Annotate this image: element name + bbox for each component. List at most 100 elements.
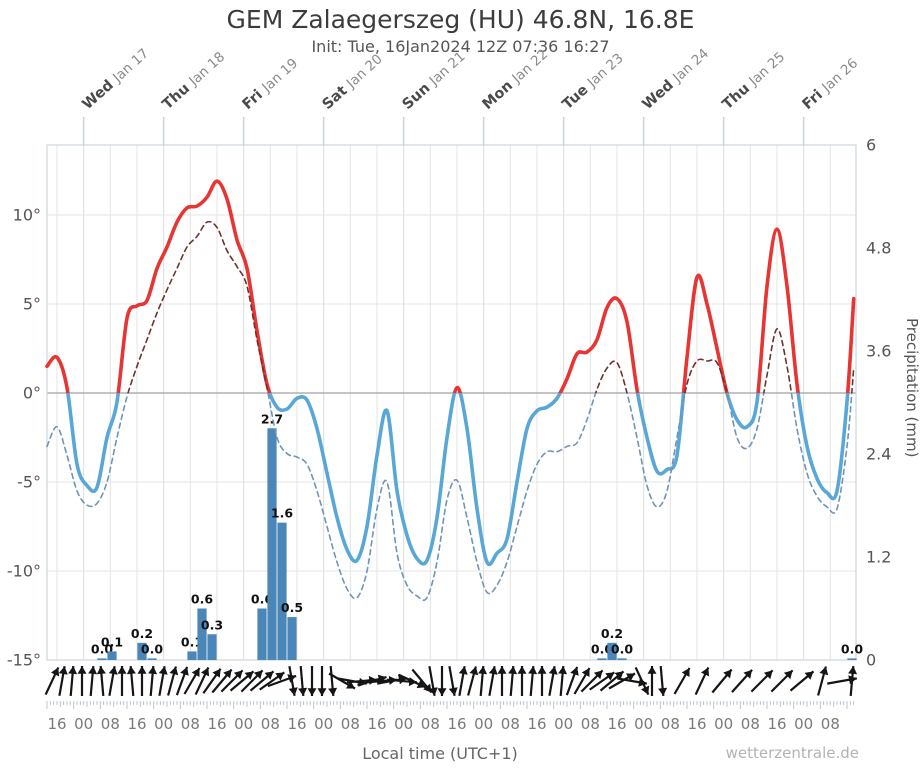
temp-axis-label: -15° <box>7 651 41 670</box>
wind-arrow-head <box>528 666 538 675</box>
wind-arrow-head <box>593 670 603 680</box>
precip-bar-label: 0.3 <box>201 617 223 632</box>
precip-bar <box>617 658 627 660</box>
precip-axis-label: 4.8 <box>866 239 891 258</box>
time-tick-label: 16 <box>367 715 386 733</box>
precip-bar <box>97 658 107 660</box>
precip-bar <box>147 658 157 660</box>
time-tick-label: 16 <box>207 715 226 733</box>
wind-arrow-head <box>423 683 432 693</box>
precip-axis-title: Precipitation (mm) <box>903 318 921 457</box>
time-tick-label: 00 <box>634 715 653 733</box>
wind-arrow-head <box>253 670 263 680</box>
wind-arrow-head <box>264 671 274 680</box>
wind-arrow-head <box>570 666 579 676</box>
time-tick-label: 00 <box>234 715 253 733</box>
temp-axis-label: 10° <box>13 206 41 225</box>
wind-arrow-head <box>428 687 438 696</box>
wind-arrow-head <box>317 688 327 696</box>
precip-bar <box>277 522 287 660</box>
time-tick-label: 08 <box>341 715 360 733</box>
day-label: Sun Jan 21 <box>400 49 469 113</box>
time-tick-label: 08 <box>581 715 600 733</box>
time-tick-label: 00 <box>74 715 93 733</box>
precip-bar <box>267 428 277 660</box>
day-label: Mon Jan 22 <box>480 46 552 113</box>
wind-arrow-head <box>88 666 98 675</box>
time-tick-label: 00 <box>154 715 173 733</box>
time-tick-label: 00 <box>474 715 493 733</box>
precip-axis-label: 6 <box>866 136 876 155</box>
wind-arrow-head <box>244 671 254 680</box>
precip-bar <box>187 651 197 660</box>
plot-border <box>46 144 857 661</box>
time-tick-label: 08 <box>261 715 280 733</box>
wind-arrow-head <box>743 669 752 679</box>
wind-arrow-head <box>548 666 558 675</box>
precip-bar-label: 1.6 <box>271 506 293 521</box>
wind-arrow-head <box>488 666 498 675</box>
time-tick-label: 16 <box>127 715 146 733</box>
precip-bar-label: 0.0 <box>141 641 163 656</box>
time-tick-label: 00 <box>394 715 413 733</box>
wind-arrow-head <box>68 666 78 675</box>
wind-arrow-head <box>51 667 60 677</box>
watermark: wetterzentrale.de <box>725 744 859 762</box>
time-tick-label: 00 <box>714 715 733 733</box>
time-tick-label: 16 <box>607 715 626 733</box>
wind-arrow-head <box>158 666 168 675</box>
day-label: Fri Jan 19 <box>240 55 302 113</box>
wind-arrow-head <box>416 680 426 689</box>
wind-arrow-head <box>478 666 488 675</box>
wind-arrow-head <box>469 666 479 676</box>
time-tick-label: 16 <box>287 715 306 733</box>
wind-arrow-head <box>58 666 68 675</box>
wind-arrow-head <box>212 668 221 678</box>
wind-arrow-head <box>848 666 858 675</box>
wind-arrow-head <box>681 668 690 677</box>
precip-bar-label: 0.0 <box>841 641 863 656</box>
wind-arrow-head <box>437 688 447 696</box>
precip-bar <box>197 608 207 660</box>
wind-arrow-head <box>558 666 568 675</box>
wind-arrow-head <box>804 671 814 680</box>
time-tick-label: 16 <box>47 715 66 733</box>
precip-bar-label: 0.2 <box>131 626 153 641</box>
precip-bar-label: 0.5 <box>281 600 303 615</box>
time-tick-label: 16 <box>447 715 466 733</box>
dewpoint_2m-curve-above-zero <box>127 220 855 393</box>
precip-bar <box>137 642 147 660</box>
wind-arrow-head <box>763 670 773 680</box>
wind-arrow-head <box>298 687 308 696</box>
time-tick-label: 16 <box>527 715 546 733</box>
time-tick-label: 00 <box>554 715 573 733</box>
wind-arrow-head <box>137 666 147 674</box>
time-tick-label: 08 <box>821 715 840 733</box>
wind-arrow-head <box>398 675 407 685</box>
wind-arrow-head <box>346 680 355 689</box>
temp-axis-label: 0° <box>23 384 41 403</box>
temp-axis-label: -5° <box>17 473 41 492</box>
day-label: Fri Jan 26 <box>800 55 862 113</box>
temperature_2m-curve-below-zero <box>66 393 850 567</box>
time-tick-label: 00 <box>794 715 813 733</box>
wind-arrow-head <box>96 666 106 675</box>
wind-arrow-head <box>626 673 635 682</box>
wind-arrow-head <box>191 668 200 677</box>
wind-arrow-head <box>517 666 527 674</box>
time-tick-label: 08 <box>421 715 440 733</box>
wind-arrow-head <box>508 666 518 675</box>
wind-arrow-head <box>537 666 547 674</box>
precip-axis-label: 2.4 <box>866 445 891 464</box>
time-tick-label: 08 <box>741 715 760 733</box>
wind-arrow-head <box>77 666 87 674</box>
precip-bar <box>607 642 617 660</box>
day-label: Sat Jan 20 <box>320 51 386 113</box>
precip-bar-label: 2.7 <box>261 411 283 426</box>
wind-arrow-head <box>641 685 650 695</box>
wind-arrow-head <box>223 669 232 679</box>
wind-arrow-head <box>819 666 829 676</box>
wind-arrow-head <box>658 687 668 696</box>
